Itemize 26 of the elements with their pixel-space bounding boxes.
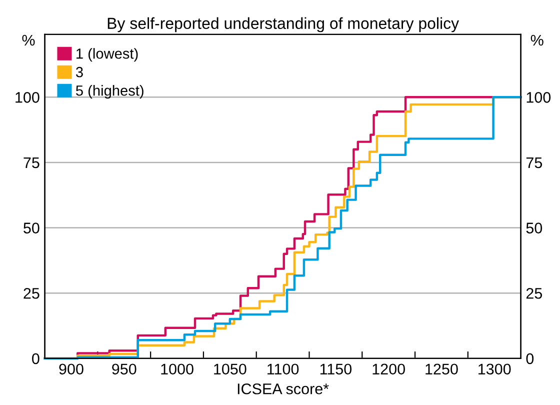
y2-tick-label: 50 <box>526 222 542 234</box>
legend-label: 1 (lowest) <box>76 48 138 62</box>
y-tick-label: 75 <box>24 157 40 168</box>
y-tick-label: 25 <box>24 288 40 299</box>
x-tick-label: 1300 <box>478 364 511 375</box>
y-axis-title: % <box>22 34 35 46</box>
y2-tick-label: 25 <box>526 288 542 299</box>
y-tick-label: 100 <box>16 92 40 103</box>
y2-tick-label: 0 <box>526 353 534 364</box>
y2-axis-title: % <box>530 34 544 46</box>
x-tick-label: 900 <box>59 364 84 375</box>
x-axis-title: ICSEA score* <box>238 383 329 394</box>
legend-label: 5 (highest) <box>76 85 144 99</box>
x-tick-label: 1000 <box>161 364 194 375</box>
chart-title: By self-reported understanding of monetary policy <box>108 17 460 32</box>
x-tick-label: 1200 <box>372 364 405 375</box>
x-tick-label: 1250 <box>426 364 458 375</box>
legend-label: 3 <box>76 66 83 78</box>
x-tick-label: 950 <box>112 364 136 375</box>
y-tick-label: 0 <box>32 353 40 364</box>
x-tick-label: 1100 <box>268 364 299 375</box>
y2-tick-label: 100 <box>526 92 551 103</box>
y-tick-label: 50 <box>24 222 40 234</box>
x-tick-label: 1050 <box>214 364 246 375</box>
x-tick-label: 1150 <box>320 364 352 375</box>
y2-tick-label: 75 <box>526 157 542 168</box>
